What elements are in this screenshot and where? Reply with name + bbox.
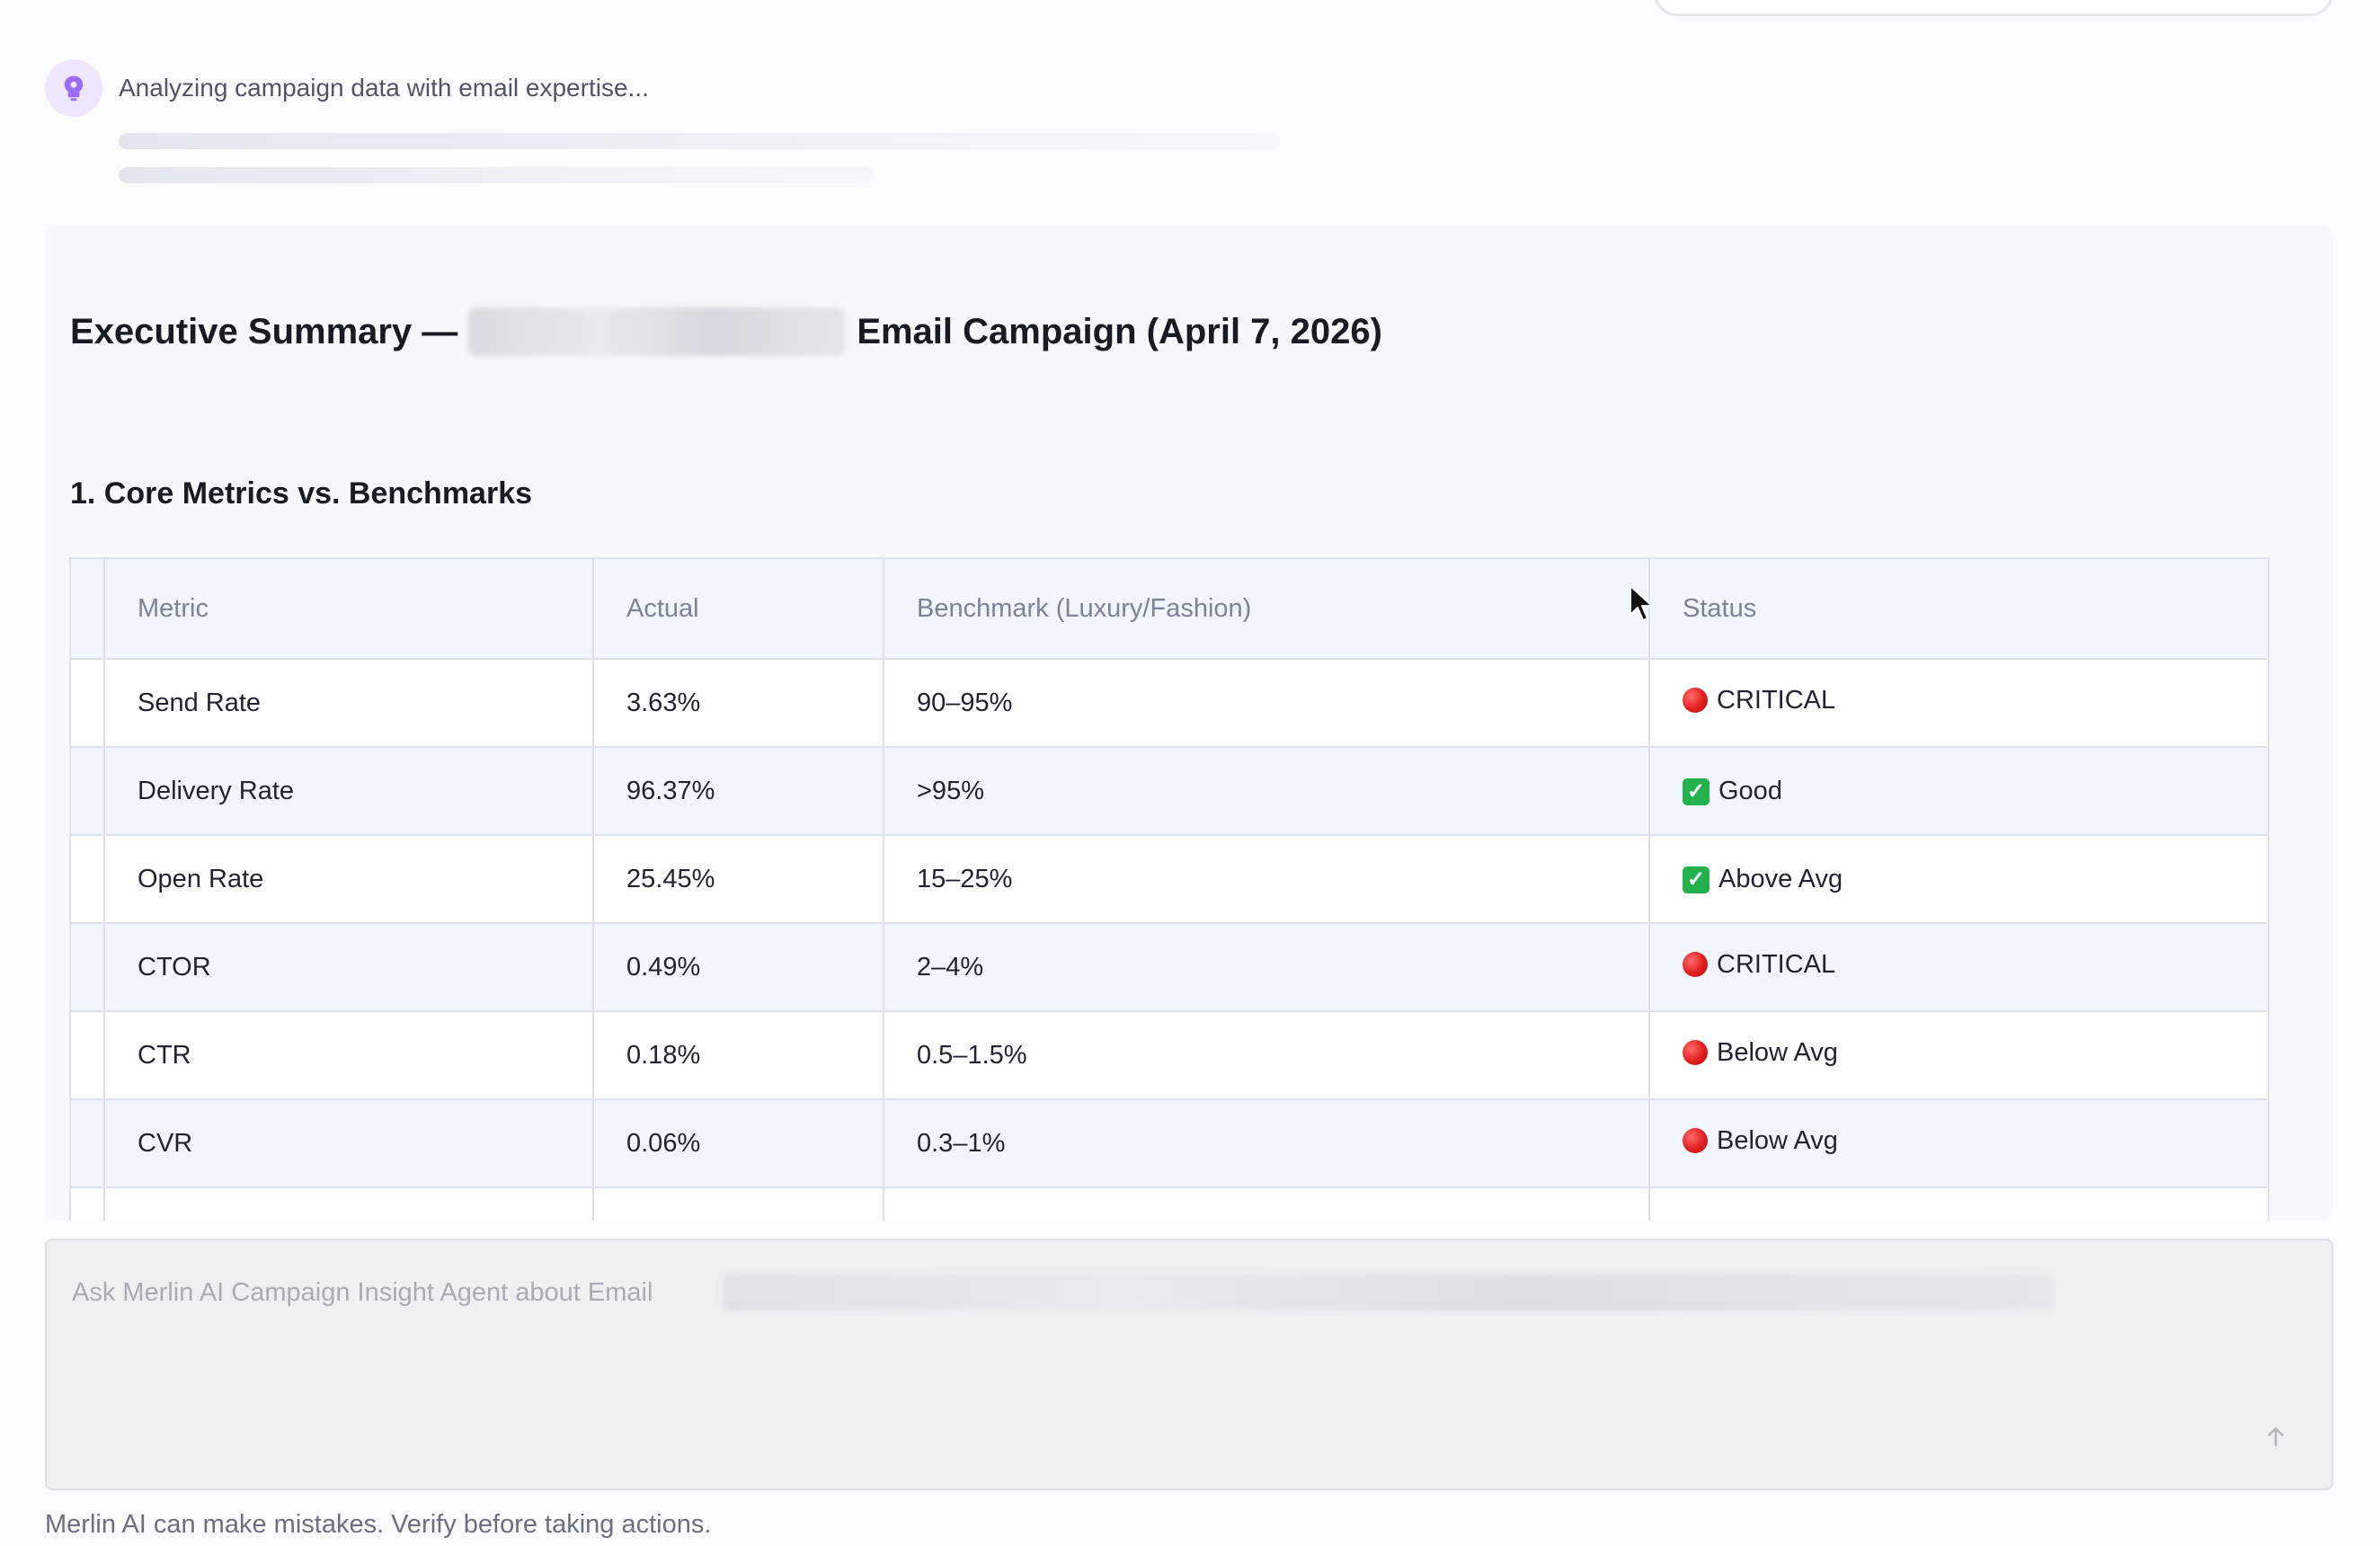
table-gutter-cell bbox=[69, 922, 105, 1012]
red-circle-icon bbox=[1683, 688, 1708, 714]
column-header-actual: Actual bbox=[592, 557, 884, 660]
chat-input[interactable] bbox=[72, 1273, 773, 1312]
table-gutter-cell bbox=[69, 834, 105, 924]
metric-cell: CTOR bbox=[103, 922, 594, 1012]
brain-icon bbox=[45, 59, 102, 117]
metric-cell bbox=[103, 1186, 594, 1221]
benchmark-cell: 0.3–1% bbox=[883, 1098, 1650, 1188]
arrow-up-icon bbox=[2268, 1427, 2284, 1447]
benchmark-cell: 0.5–1.5% bbox=[883, 1010, 1650, 1100]
actual-cell: 0.49% bbox=[592, 922, 884, 1012]
loading-skeleton-line bbox=[119, 167, 874, 183]
status-label: CRITICAL bbox=[1717, 685, 1836, 715]
table-gutter-cell bbox=[69, 658, 105, 748]
assistant-message: Executive Summary — Email Campaign (Apri… bbox=[45, 225, 2333, 1221]
benchmark-cell: 15–25% bbox=[883, 834, 1650, 924]
status-cell: ✓ Above Avg bbox=[1648, 834, 2269, 924]
status-cell: CRITICAL bbox=[1648, 922, 2269, 1012]
metric-cell: Send Rate bbox=[103, 658, 594, 748]
table-gutter-cell bbox=[69, 746, 105, 836]
table-header-row: Metric Actual Benchmark (Luxury/Fashion)… bbox=[69, 557, 2269, 660]
analysis-status-text: Analyzing campaign data with email exper… bbox=[119, 74, 649, 102]
analysis-status: Analyzing campaign data with email exper… bbox=[45, 59, 649, 117]
table-gutter-cell bbox=[69, 1098, 105, 1188]
status-cell: ✓ Good bbox=[1648, 746, 2269, 836]
table-row: Send Rate 3.63% 90–95% CRITICAL bbox=[69, 658, 2269, 748]
metric-cell: CTR bbox=[103, 1010, 594, 1100]
mouse-cursor-icon bbox=[1630, 585, 1653, 621]
table-row-partial bbox=[69, 1186, 2269, 1221]
status-cell: Below Avg bbox=[1648, 1010, 2269, 1100]
metric-cell: CVR bbox=[103, 1098, 594, 1188]
status-label: Above Avg bbox=[1718, 865, 1843, 894]
actual-cell: 0.06% bbox=[592, 1098, 884, 1188]
red-circle-icon bbox=[1683, 1040, 1708, 1066]
metric-cell: Delivery Rate bbox=[103, 746, 594, 836]
table-gutter-cell bbox=[69, 557, 105, 660]
summary-title-suffix: Email Campaign (April 7, 2026) bbox=[857, 311, 1382, 351]
chat-input-box[interactable] bbox=[45, 1239, 2333, 1490]
disclaimer-text: Merlin AI can make mistakes. Verify befo… bbox=[45, 1510, 712, 1539]
actual-cell: 3.63% bbox=[592, 658, 884, 748]
status-label: Good bbox=[1718, 777, 1782, 806]
column-header-metric: Metric bbox=[103, 557, 594, 660]
actual-cell: 0.18% bbox=[592, 1010, 884, 1100]
column-header-status: Status bbox=[1648, 557, 2269, 660]
column-header-benchmark: Benchmark (Luxury/Fashion) bbox=[883, 557, 1650, 660]
benchmark-cell: >95% bbox=[883, 746, 1650, 836]
red-circle-icon bbox=[1683, 1128, 1708, 1154]
table-row: Open Rate 25.45% 15–25% ✓ Above Avg bbox=[69, 834, 2269, 924]
status-label: CRITICAL bbox=[1717, 949, 1836, 979]
redacted-brand-name bbox=[468, 307, 847, 356]
table-row: CTR 0.18% 0.5–1.5% Below Avg bbox=[69, 1010, 2269, 1100]
table-gutter-cell bbox=[69, 1010, 105, 1100]
redacted-placeholder-text bbox=[723, 1275, 2053, 1311]
top-pill-input bbox=[1654, 0, 2333, 16]
summary-title-prefix: Executive Summary — bbox=[70, 311, 458, 351]
status-cell: CRITICAL bbox=[1648, 658, 2269, 748]
actual-cell bbox=[592, 1186, 884, 1221]
metrics-table: Metric Actual Benchmark (Luxury/Fashion)… bbox=[69, 557, 2269, 1221]
benchmark-cell: 2–4% bbox=[883, 922, 1650, 1012]
loading-skeleton-line bbox=[119, 133, 1280, 149]
status-label: Below Avg bbox=[1717, 1125, 1838, 1155]
status-label: Below Avg bbox=[1717, 1037, 1838, 1067]
status-cell bbox=[1648, 1186, 2269, 1221]
metric-cell: Open Rate bbox=[103, 834, 594, 924]
actual-cell: 25.45% bbox=[592, 834, 884, 924]
benchmark-cell: 90–95% bbox=[883, 658, 1650, 748]
table-row: CVR 0.06% 0.3–1% Below Avg bbox=[69, 1098, 2269, 1188]
red-circle-icon bbox=[1683, 952, 1708, 978]
table-gutter-cell bbox=[69, 1186, 105, 1221]
send-button[interactable] bbox=[2256, 1417, 2296, 1456]
actual-cell: 96.37% bbox=[592, 746, 884, 836]
section-heading: 1. Core Metrics vs. Benchmarks bbox=[70, 476, 533, 511]
status-cell: Below Avg bbox=[1648, 1098, 2269, 1188]
check-mark-icon: ✓ bbox=[1683, 866, 1710, 893]
summary-title: Executive Summary — Email Campaign (Apri… bbox=[70, 307, 1382, 356]
table-row: Delivery Rate 96.37% >95% ✓ Good bbox=[69, 746, 2269, 836]
table-row: CTOR 0.49% 2–4% CRITICAL bbox=[69, 922, 2269, 1012]
check-mark-icon: ✓ bbox=[1683, 777, 1710, 805]
benchmark-cell bbox=[883, 1186, 1650, 1221]
